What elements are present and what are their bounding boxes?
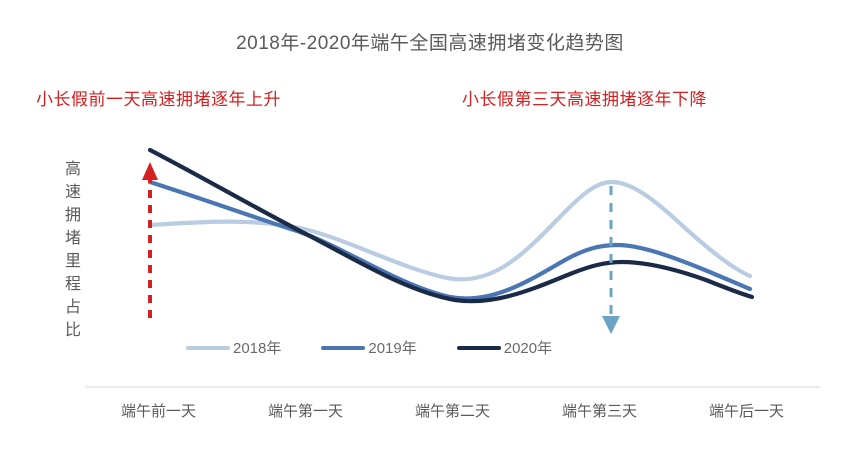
legend-swatch-2019 xyxy=(321,345,366,350)
x-tick-label-1: 端午第一天 xyxy=(267,403,343,420)
legend-label-2018: 2018年 xyxy=(233,340,282,357)
series-line-2020 xyxy=(147,147,755,304)
x-tick-label-3: 端午第三天 xyxy=(561,403,637,420)
legend-swatch-2018 xyxy=(186,345,230,350)
fall-annotation-text: 小长假第三天高速拥堵逐年下降 xyxy=(462,90,707,109)
fall-arrow-icon xyxy=(602,186,620,334)
y-axis-label: 高速拥堵里程占比 xyxy=(64,161,81,339)
legend-item-2020[interactable]: 2020年 xyxy=(456,337,553,358)
chart-legend: 2018年 2019年 2020年 xyxy=(186,337,552,358)
legend-label-2019: 2019年 xyxy=(368,340,417,357)
x-axis-labels: 端午前一天 端午第一天 端午第二天 端午第三天 端午后一天 xyxy=(85,400,820,421)
x-tick-label-4: 端午后一天 xyxy=(708,403,784,420)
chart-title: 2018年-2020年端午全国高速拥堵变化趋势图 xyxy=(236,33,624,54)
x-tick-label-0: 端午前一天 xyxy=(120,403,196,420)
rise-arrow-icon xyxy=(142,162,158,318)
legend-label-2020: 2020年 xyxy=(503,340,553,357)
legend-item-2019[interactable]: 2019年 xyxy=(321,337,417,358)
rise-annotation-text: 小长假前一天高速拥堵逐年上升 xyxy=(36,90,281,109)
x-tick-label-2: 端午第二天 xyxy=(414,403,490,420)
legend-swatch-2020 xyxy=(456,345,501,350)
legend-item-2018[interactable]: 2018年 xyxy=(186,337,281,358)
series-line-2019 xyxy=(147,179,753,301)
